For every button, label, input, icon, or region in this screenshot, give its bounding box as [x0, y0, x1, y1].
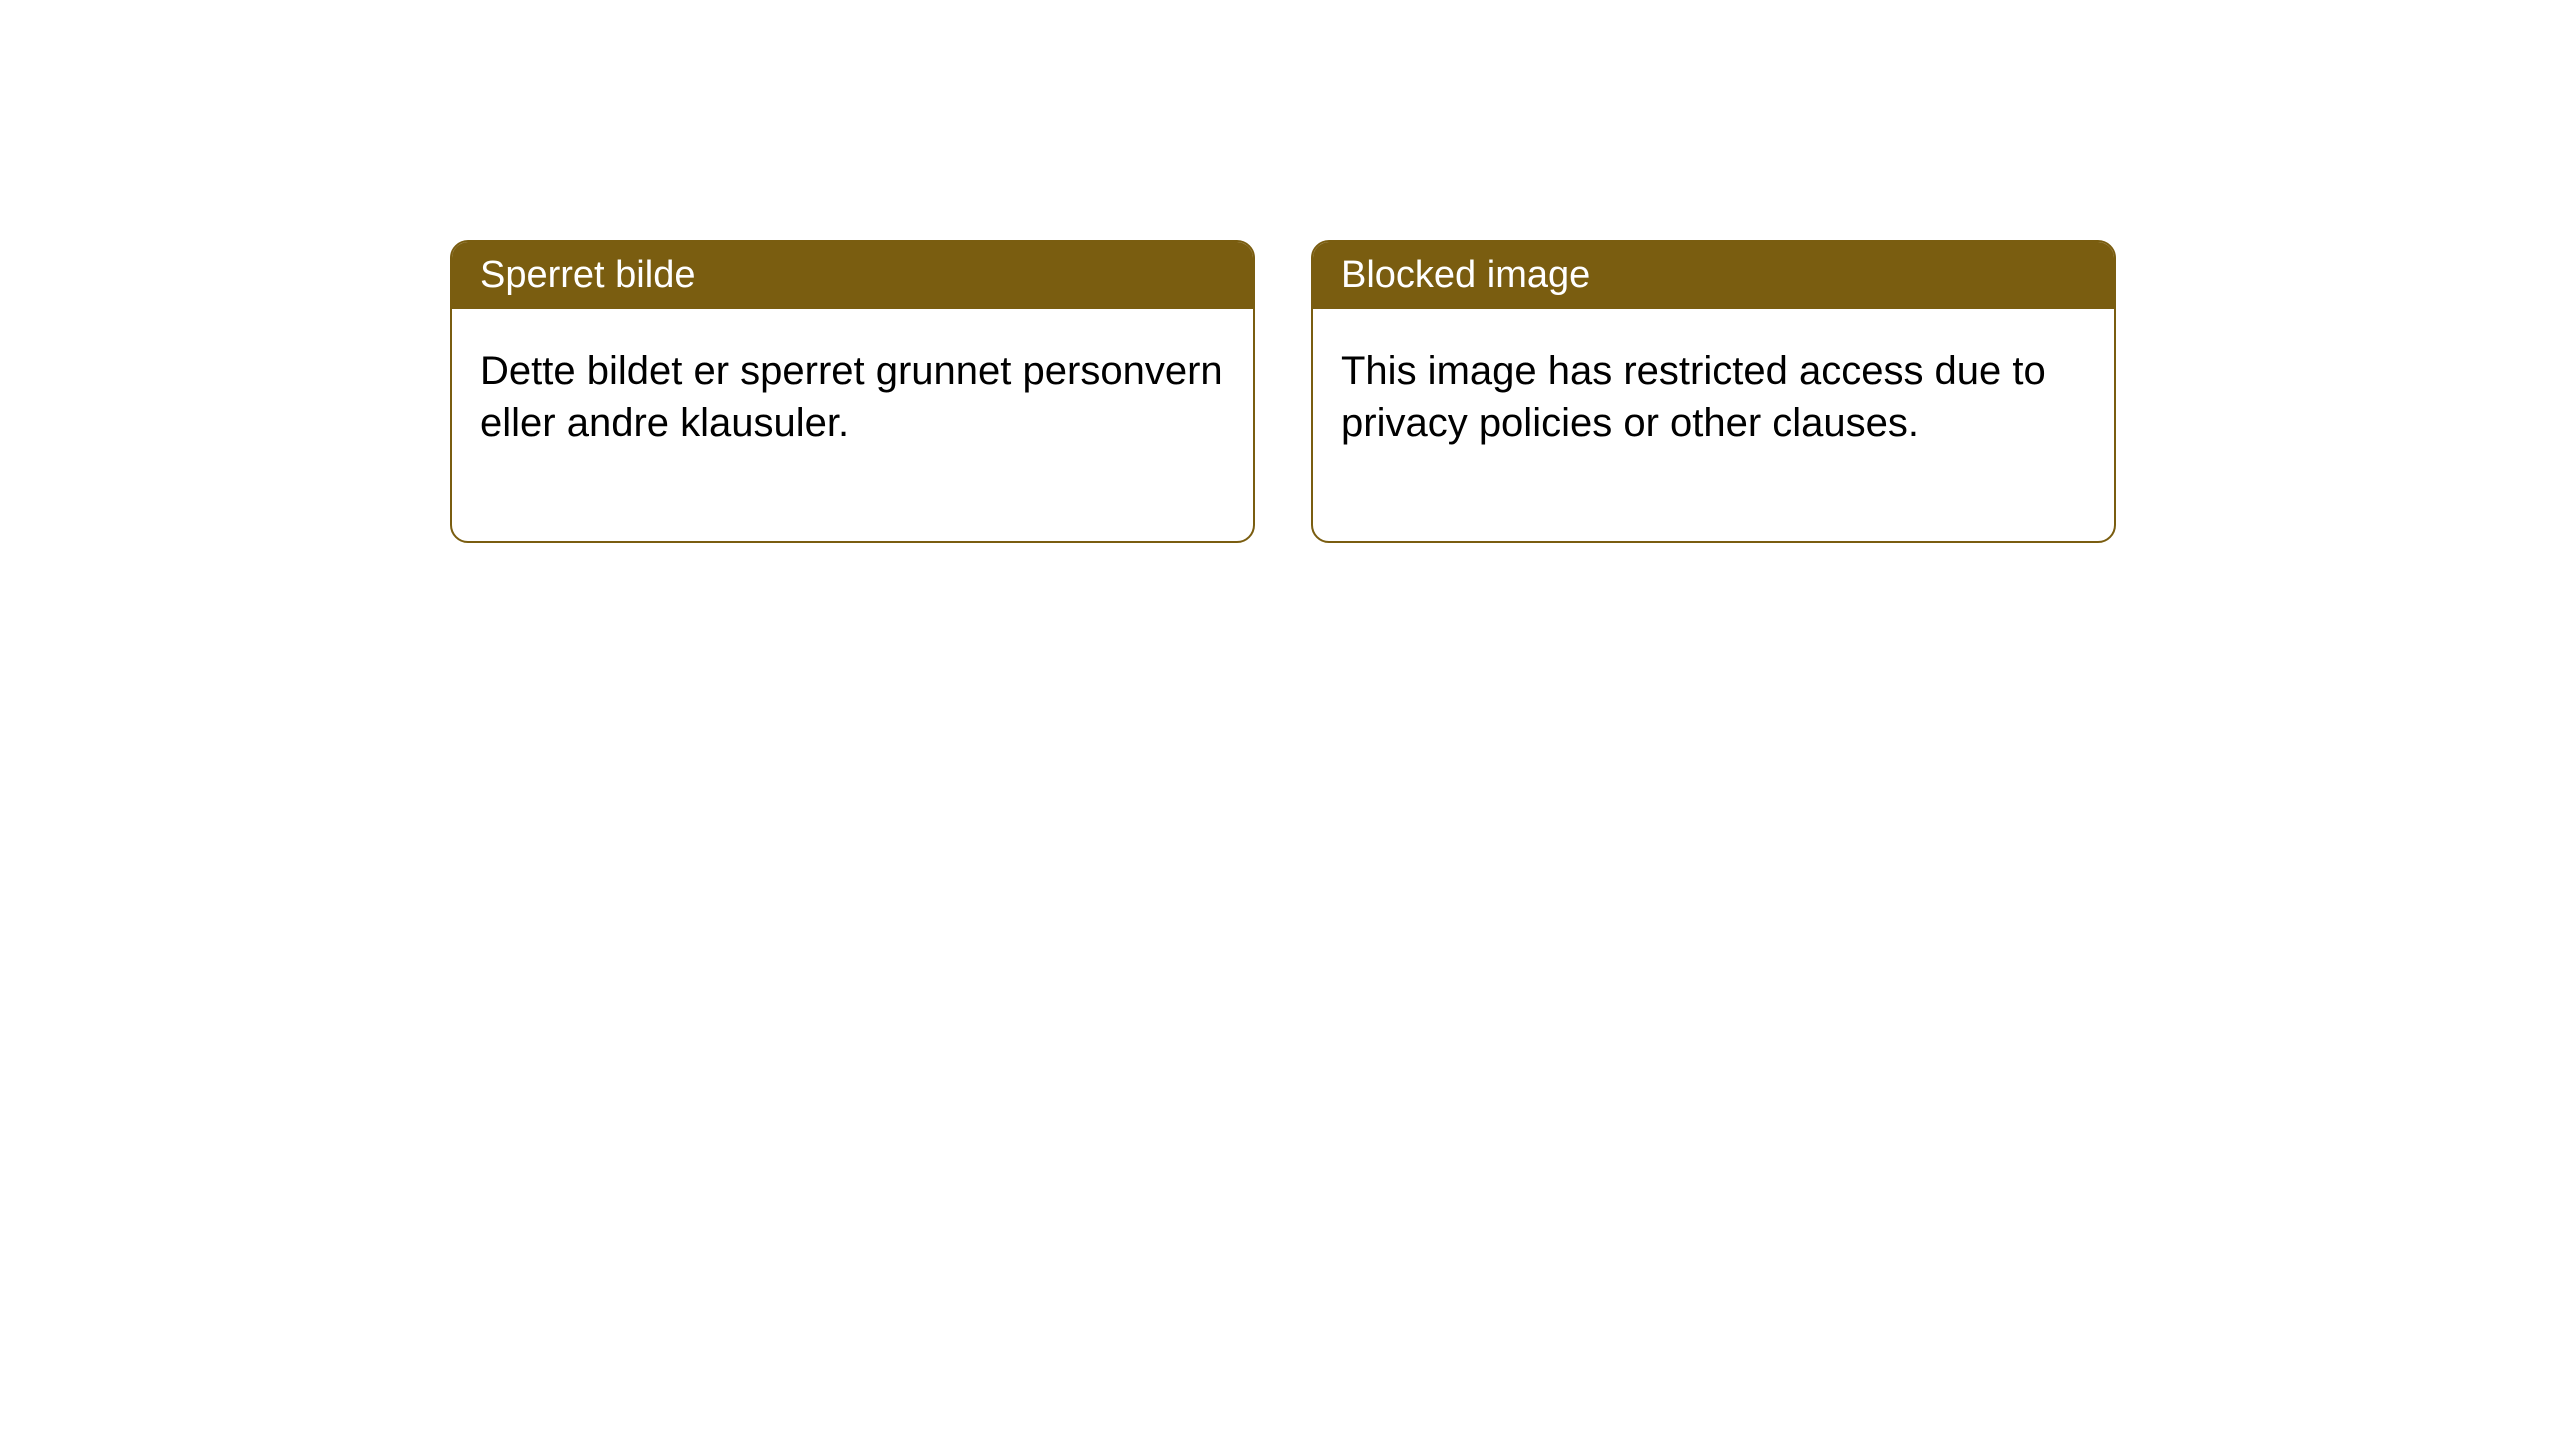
card-body-text: Dette bildet er sperret grunnet personve… [480, 349, 1223, 445]
card-body-text: This image has restricted access due to … [1341, 349, 2046, 445]
card-title: Blocked image [1341, 254, 1590, 296]
card-header: Sperret bilde [452, 242, 1253, 309]
notice-card-english: Blocked image This image has restricted … [1311, 240, 2116, 543]
card-body: This image has restricted access due to … [1313, 309, 2114, 541]
notice-container: Sperret bilde Dette bildet er sperret gr… [450, 240, 2116, 543]
notice-card-norwegian: Sperret bilde Dette bildet er sperret gr… [450, 240, 1255, 543]
card-header: Blocked image [1313, 242, 2114, 309]
card-title: Sperret bilde [480, 254, 695, 296]
card-body: Dette bildet er sperret grunnet personve… [452, 309, 1253, 541]
